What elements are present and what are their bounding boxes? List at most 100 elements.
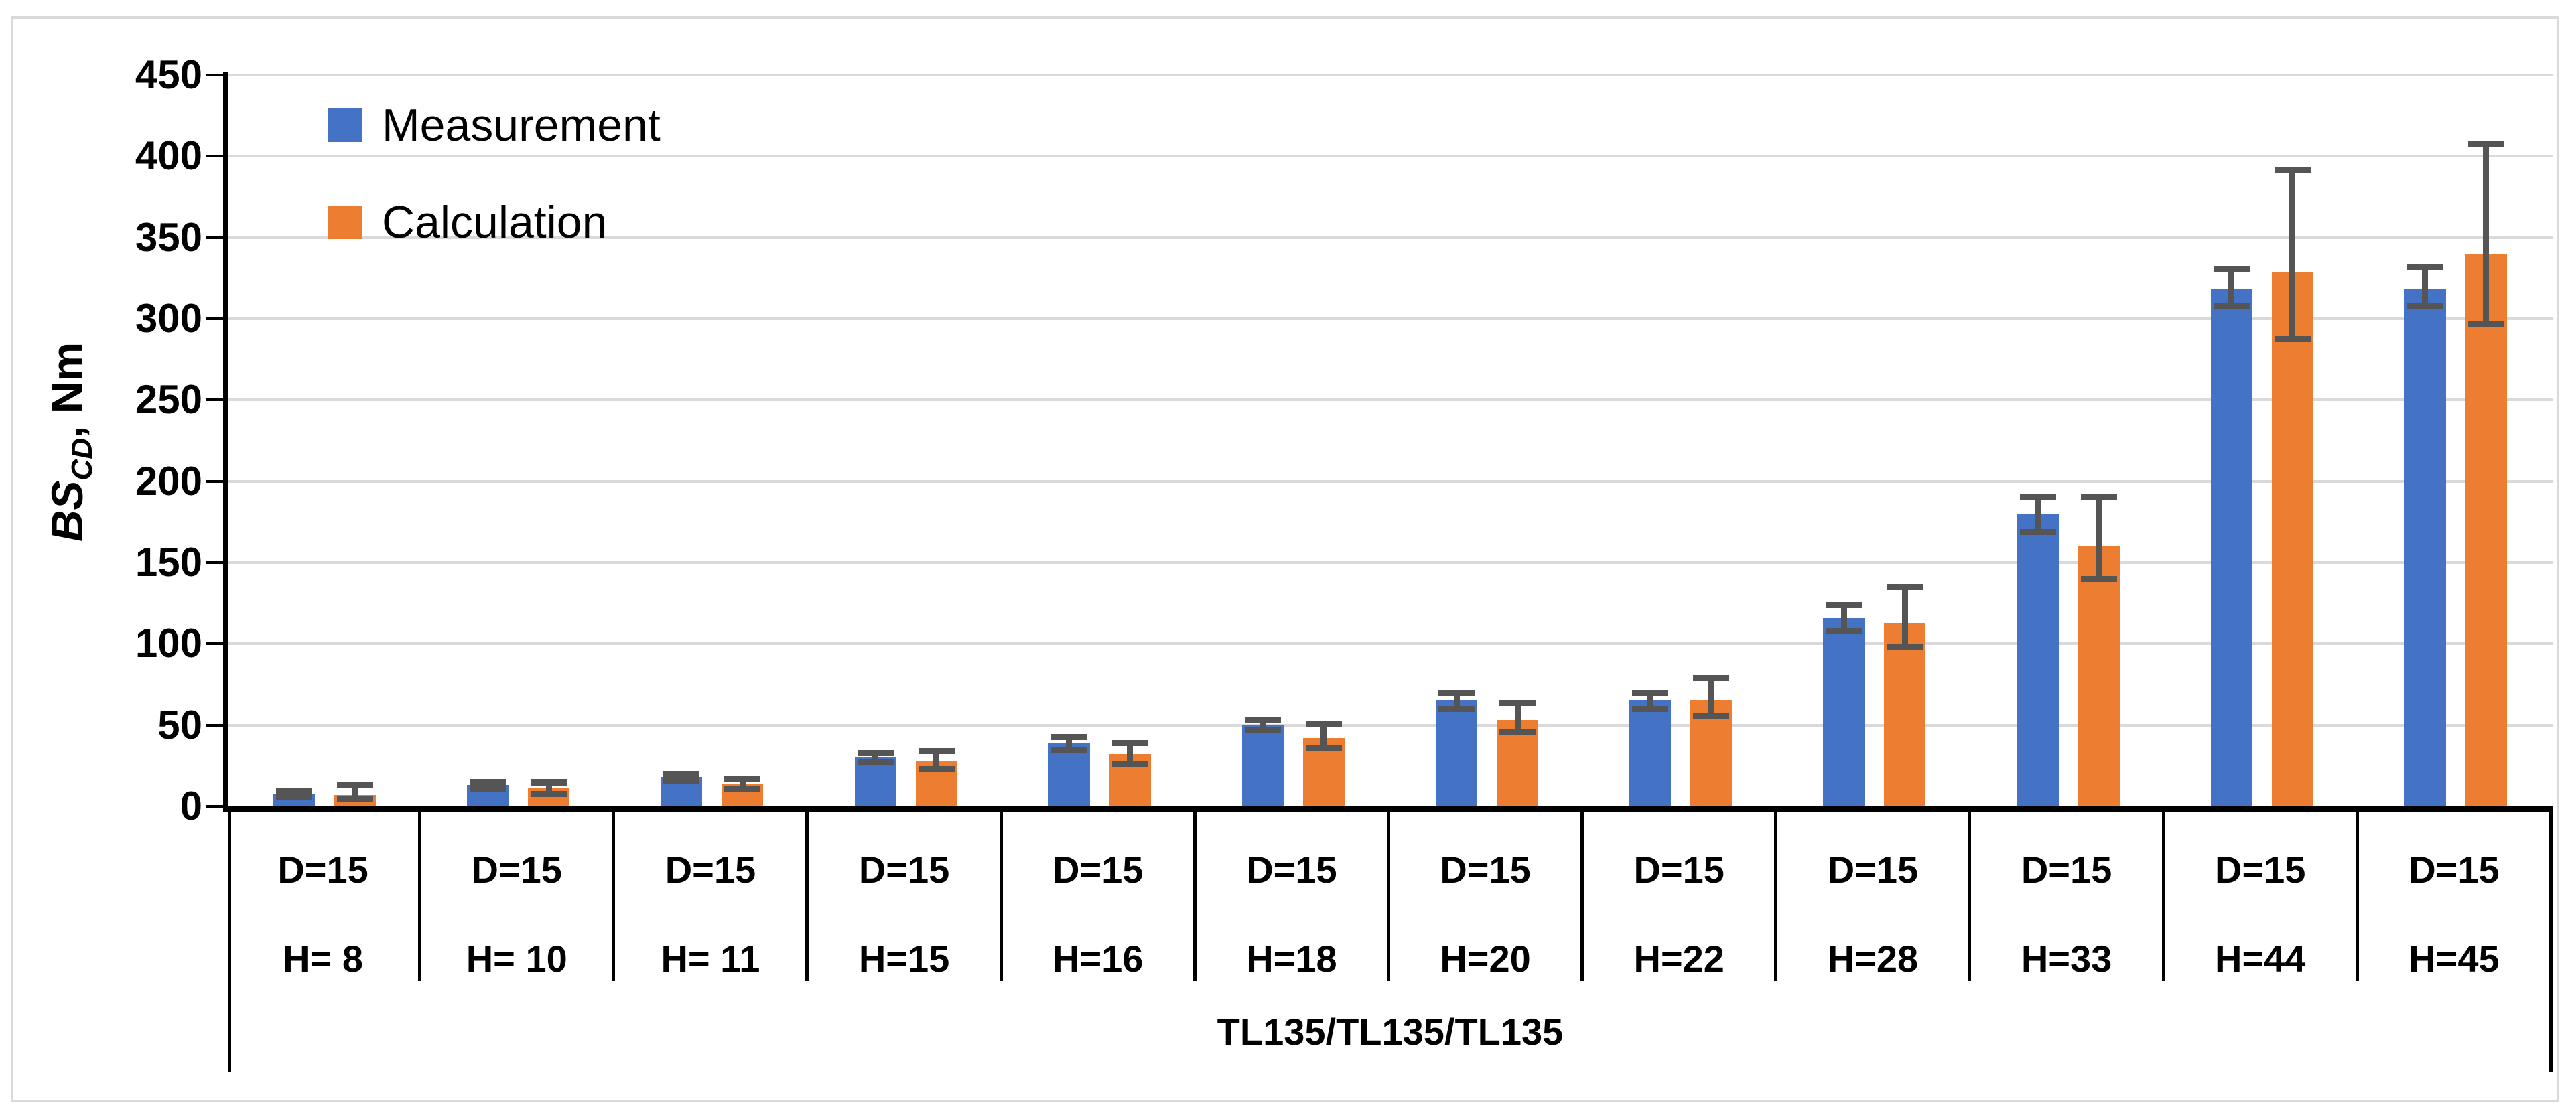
y-tick-mark-50 <box>206 723 223 727</box>
gridline-250 <box>228 398 2553 402</box>
category-cell-2: D=15 H= 10 <box>421 812 616 981</box>
error-bar-measurement-7 <box>1453 692 1460 709</box>
category-cell-6: D=15 H=18 <box>1197 812 1390 981</box>
error-cap-low-measurement-2 <box>470 786 506 792</box>
error-cap-low-measurement-4 <box>857 759 894 766</box>
error-cap-low-calculation-9 <box>1887 644 1923 651</box>
error-cap-low-calculation-2 <box>531 790 567 797</box>
error-bar-measurement-5 <box>1066 736 1073 750</box>
error-bar-measurement-11 <box>2228 268 2235 306</box>
category-cell-12: D=15 H=45 <box>2359 812 2553 981</box>
error-bar-calculation-1 <box>352 785 358 798</box>
error-cap-low-measurement-1 <box>276 794 313 800</box>
gridline-200 <box>228 479 2553 483</box>
error-bar-calculation-2 <box>545 782 552 794</box>
error-cap-low-calculation-12 <box>2467 321 2504 327</box>
category-h-label-8: H=22 <box>1633 938 1724 980</box>
error-cap-high-measurement-6 <box>1244 717 1281 724</box>
x-axis-line <box>223 806 2553 812</box>
calculation-swatch-icon <box>328 206 362 239</box>
error-cap-low-measurement-5 <box>1050 747 1087 753</box>
error-cap-high-calculation-11 <box>2274 166 2311 173</box>
error-cap-high-measurement-12 <box>2406 264 2443 271</box>
category-d-label-3: D=15 <box>665 848 756 891</box>
error-cap-high-calculation-9 <box>1887 584 1923 591</box>
y-tick-mark-100 <box>206 642 223 646</box>
category-h-label-12: H=45 <box>2409 938 2500 980</box>
error-cap-high-measurement-11 <box>2213 265 2250 272</box>
legend-item-calculation[interactable]: Calculation <box>328 197 607 248</box>
bar-measurement-8[interactable] <box>1629 700 1672 806</box>
error-cap-high-measurement-4 <box>857 749 894 756</box>
category-d-label-7: D=15 <box>1440 848 1531 891</box>
error-cap-low-calculation-11 <box>2274 336 2311 342</box>
error-bar-calculation-6 <box>1320 723 1327 748</box>
error-cap-high-calculation-7 <box>1499 699 1536 706</box>
error-bar-measurement-12 <box>2422 267 2429 306</box>
bar-calculation-11[interactable] <box>2271 271 2313 806</box>
error-cap-high-measurement-5 <box>1050 733 1087 740</box>
error-cap-low-measurement-10 <box>2019 528 2056 535</box>
y-tick-label-100: 100 <box>135 621 202 666</box>
error-cap-high-calculation-4 <box>918 748 955 755</box>
error-cap-high-calculation-1 <box>337 782 374 789</box>
y-tick-label-400: 400 <box>135 133 202 179</box>
bar-measurement-10[interactable] <box>2017 514 2059 806</box>
category-cell-5: D=15 H=16 <box>1003 812 1197 981</box>
error-cap-high-measurement-2 <box>470 779 506 786</box>
bar-measurement-9[interactable] <box>1823 617 1865 806</box>
error-bar-calculation-8 <box>1708 678 1714 716</box>
category-h-label-11: H=44 <box>2215 938 2306 980</box>
category-h-label-3: H= 11 <box>661 938 760 980</box>
bar-measurement-7[interactable] <box>1436 700 1478 806</box>
category-h-label-10: H=33 <box>2021 938 2112 980</box>
error-cap-low-measurement-9 <box>1826 627 1862 634</box>
y-axis-title: BSCD, Nm <box>42 342 99 542</box>
error-bar-calculation-7 <box>1514 702 1521 732</box>
y-tick-label-350: 350 <box>135 214 202 260</box>
gridline-150 <box>228 561 2553 564</box>
category-d-label-12: D=15 <box>2409 848 2500 891</box>
category-h-label-5: H=16 <box>1053 938 1144 980</box>
error-cap-high-calculation-5 <box>1111 740 1148 747</box>
gridline-400 <box>228 155 2553 158</box>
category-cell-10: D=15 H=33 <box>1972 812 2165 981</box>
category-d-label-1: D=15 <box>277 848 368 891</box>
error-cap-high-measurement-1 <box>276 787 313 794</box>
y-tick-mark-150 <box>206 561 223 564</box>
category-d-label-2: D=15 <box>471 848 562 891</box>
y-tick-mark-350 <box>206 236 223 239</box>
bar-measurement-12[interactable] <box>2404 289 2446 806</box>
y-tick-mark-450 <box>206 74 223 76</box>
gridline-300 <box>228 317 2553 320</box>
error-bar-measurement-10 <box>2035 496 2041 532</box>
error-cap-low-calculation-10 <box>2080 576 2117 583</box>
error-bar-measurement-6 <box>1260 720 1266 730</box>
gridline-350 <box>228 236 2553 239</box>
bar-measurement-11[interactable] <box>2210 289 2252 806</box>
error-cap-low-calculation-5 <box>1111 761 1148 767</box>
y-tick-mark-250 <box>206 398 223 402</box>
category-cell-7: D=15 H=20 <box>1390 812 1584 981</box>
category-cell-1: D=15 H= 8 <box>228 812 422 981</box>
y-tick-label-0: 0 <box>180 784 202 828</box>
category-cell-3: D=15 H= 11 <box>615 812 809 981</box>
error-cap-high-calculation-6 <box>1305 721 1342 727</box>
error-cap-low-measurement-3 <box>663 777 700 784</box>
y-tick-label-150: 150 <box>135 540 202 585</box>
bar-measurement-6[interactable] <box>1241 725 1284 806</box>
bar-calculation-12[interactable] <box>2465 253 2507 806</box>
error-cap-high-measurement-3 <box>663 771 700 777</box>
category-group-label: TL135/TL135/TL135 <box>1217 1011 1564 1053</box>
gridline-450 <box>228 74 2553 76</box>
category-d-label-6: D=15 <box>1246 848 1337 891</box>
gridline-100 <box>228 642 2553 646</box>
bar-measurement-5[interactable] <box>1048 743 1090 806</box>
bar-calculation-10[interactable] <box>2078 546 2120 806</box>
error-cap-low-measurement-6 <box>1244 727 1281 733</box>
bar-calculation-9[interactable] <box>1884 622 1926 806</box>
legend-item-measurement[interactable]: Measurement <box>328 100 661 151</box>
error-cap-low-calculation-7 <box>1499 729 1536 735</box>
error-cap-high-calculation-10 <box>2080 493 2117 500</box>
error-bar-calculation-9 <box>1901 587 1908 648</box>
